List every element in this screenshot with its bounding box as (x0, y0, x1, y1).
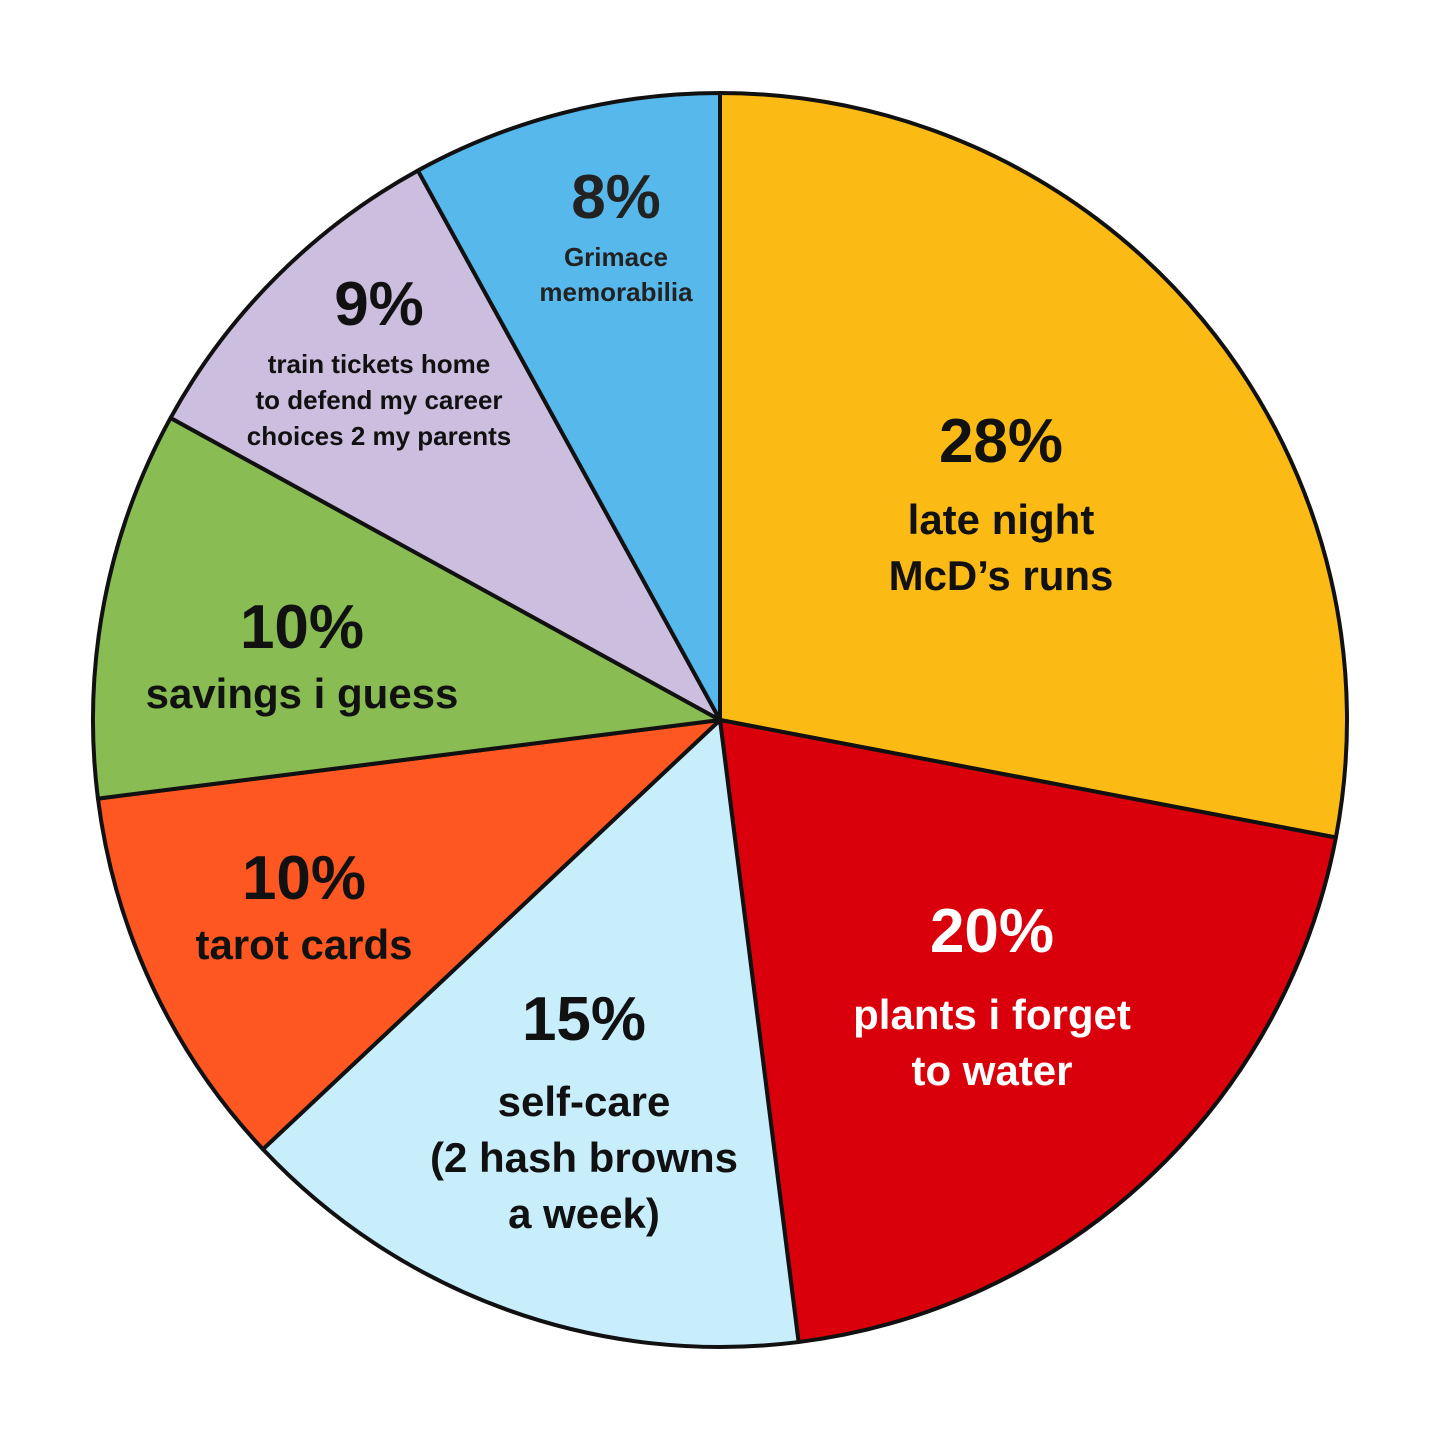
slice-category-label: savings i guess (146, 670, 459, 717)
slice-percent-label: 8% (571, 163, 661, 232)
slice-labels: 28% late night McD’s runs 20% plants i forge… (146, 163, 1131, 1237)
slice-category-label: to water (911, 1047, 1072, 1094)
slice-percent-label: 10% (240, 593, 364, 662)
slice-percent-label: 28% (939, 407, 1063, 476)
slice-category-label: plants i forget (853, 991, 1131, 1038)
slice-category-label: late night (908, 496, 1095, 543)
slice-category-label: train tickets home (268, 349, 491, 379)
slice-category-label: McD’s runs (889, 552, 1114, 599)
pie-slice (91, 415, 722, 801)
slice-percent-label: 15% (522, 985, 646, 1054)
pie-slice (95, 718, 722, 1152)
slice-category-label: self-care (498, 1078, 671, 1125)
pie-slice (168, 168, 722, 722)
pie-slice (718, 91, 1349, 840)
slice-category-label: a week) (508, 1190, 660, 1237)
slice-category-label: memorabilia (539, 277, 693, 307)
slice-category-label: choices 2 my parents (247, 421, 511, 451)
pie-slices (91, 91, 1349, 1349)
pie-slice (415, 91, 722, 722)
slice-percent-label: 10% (242, 844, 366, 913)
slice-category-label: Grimace (564, 242, 668, 272)
pie-slice (718, 718, 1338, 1345)
slice-category-label: (2 hash browns (430, 1134, 738, 1181)
pie-slice (260, 718, 801, 1349)
slice-percent-label: 20% (930, 897, 1054, 966)
slice-category-label: tarot cards (195, 921, 412, 968)
slice-percent-label: 9% (334, 270, 424, 339)
slice-category-label: to defend my career (255, 385, 502, 415)
